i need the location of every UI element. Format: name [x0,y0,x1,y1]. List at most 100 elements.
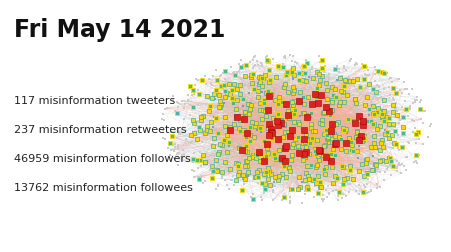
Point [159,112,166,116]
Point [212,88,220,92]
Point [301,178,308,182]
Point [261,109,268,113]
Point [411,126,418,130]
Point [250,176,257,180]
Point [261,155,268,159]
Point [391,106,398,110]
Point [370,162,377,166]
Point [334,70,341,74]
Point [374,98,381,102]
Point [387,123,394,127]
Point [385,116,392,120]
Point [311,152,318,156]
Point [267,130,274,134]
Point [239,104,246,108]
Point [303,79,310,83]
Point [387,173,394,177]
Point [350,97,358,101]
Point [304,174,311,178]
Point [209,130,216,134]
Point [284,90,291,94]
Point [385,84,392,88]
Point [230,82,238,86]
Point [216,100,223,104]
Point [188,168,195,172]
Point [240,175,247,179]
Point [416,131,423,135]
Point [373,185,380,190]
Point [387,114,394,118]
Point [193,137,200,141]
Point [349,163,356,167]
Point [334,190,341,194]
Point [255,150,262,154]
Point [292,145,299,149]
Point [202,128,209,132]
Point [188,93,195,97]
Point [254,174,262,178]
Point [225,187,232,191]
Point [213,166,220,170]
Point [251,152,258,156]
Point [400,125,407,129]
Point [376,170,383,174]
Point [305,179,313,183]
Point [320,168,327,172]
Point [337,76,345,80]
Point [332,95,339,99]
Point [216,153,224,157]
Point [346,57,354,61]
Point [318,118,325,122]
Point [296,184,303,188]
Point [403,87,410,91]
Point [369,168,376,172]
Point [287,158,294,162]
Point [289,85,296,89]
Point [236,92,243,96]
Point [329,189,336,193]
Point [411,159,419,163]
Point [267,170,274,174]
Point [350,179,358,183]
Point [332,179,339,183]
Point [195,150,202,154]
Point [266,183,273,187]
Point [312,181,319,185]
Point [339,192,346,196]
Point [368,161,376,165]
Point [209,125,216,129]
Point [169,134,176,138]
Point [197,174,204,178]
Point [292,178,299,182]
Point [195,92,202,96]
Point [173,136,180,140]
Point [352,62,359,66]
Point [232,115,239,119]
Point [196,158,203,162]
Point [269,183,276,187]
Point [184,98,191,102]
Point [158,117,165,121]
Point [315,121,322,125]
Point [240,74,248,78]
Point [414,130,421,134]
Point [258,117,265,121]
Point [347,170,354,174]
Point [262,91,269,95]
Point [326,172,333,176]
Point [362,143,369,147]
Point [370,72,377,76]
Point [249,55,257,59]
Point [377,71,384,75]
Point [392,91,399,95]
Point [295,99,303,103]
Point [294,135,301,139]
Point [278,100,285,104]
Point [287,70,294,74]
Point [366,153,373,157]
Point [373,128,380,132]
Point [281,175,289,179]
Point [241,159,249,163]
Point [260,101,267,105]
Point [383,110,391,114]
